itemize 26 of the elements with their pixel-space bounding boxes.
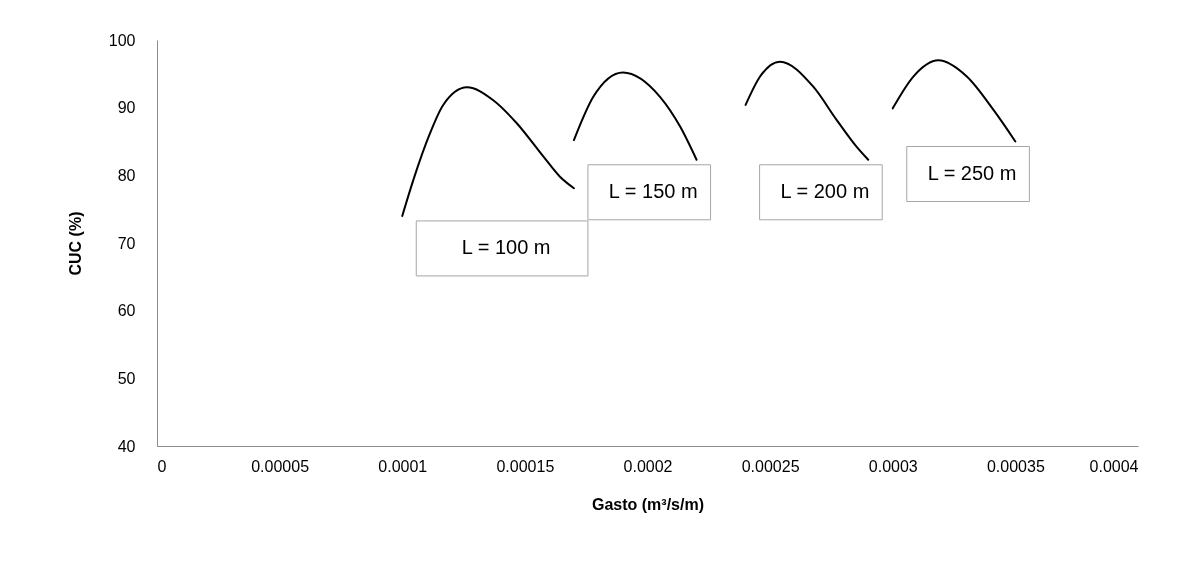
line-series: [744, 60, 870, 161]
x-tick-label: 0: [157, 457, 167, 475]
series-label: L = 150 m: [608, 179, 698, 202]
y-axis-title: CUC (%): [66, 211, 84, 276]
x-tick-label: 0.0001: [378, 457, 428, 475]
y-tick-label: 100: [108, 31, 136, 49]
x-tick-label: 0.00015: [496, 457, 555, 475]
line-series: [572, 71, 698, 161]
y-tick-label: 60: [117, 302, 136, 320]
y-tick-label: 90: [117, 99, 136, 117]
x-tick-label: 0.0003: [868, 457, 918, 475]
y-tick-label: 50: [117, 369, 136, 387]
y-tick-label: 80: [117, 166, 136, 184]
series-label: L = 200 m: [780, 179, 870, 202]
y-tick-label: 40: [117, 437, 136, 455]
series-label: L = 250 m: [927, 161, 1017, 184]
x-tick-label: 0.00025: [741, 457, 800, 475]
x-tick-label: 0.00035: [986, 457, 1045, 475]
x-axis-title: Gasto (m³/s/m): [591, 495, 705, 513]
x-tick-label: 0.00005: [251, 457, 310, 475]
x-tick-label: 0.0002: [623, 457, 673, 475]
y-tick-label: 70: [117, 234, 136, 252]
line-series: [401, 86, 575, 217]
x-tick-label: 0.0004: [1089, 457, 1139, 475]
line-series: [891, 59, 1017, 143]
text: L = 100 m: [461, 235, 551, 258]
